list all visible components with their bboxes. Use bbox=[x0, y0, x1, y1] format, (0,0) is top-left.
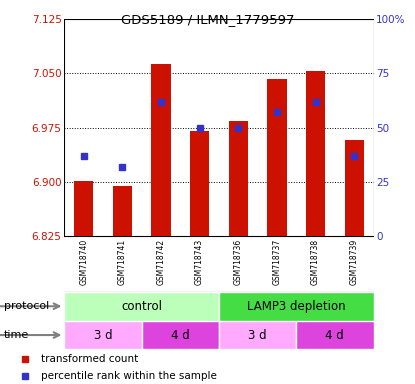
Bar bbox=[219, 321, 296, 349]
Bar bbox=[296, 321, 374, 349]
Bar bbox=[151, 64, 171, 236]
Bar bbox=[229, 121, 248, 236]
Text: GSM718742: GSM718742 bbox=[156, 238, 166, 285]
Text: GSM718738: GSM718738 bbox=[311, 238, 320, 285]
Text: GSM718739: GSM718739 bbox=[350, 238, 359, 285]
Text: time: time bbox=[4, 330, 29, 340]
Bar bbox=[219, 292, 374, 321]
Text: 3 d: 3 d bbox=[248, 329, 267, 341]
Bar bbox=[344, 140, 364, 236]
Bar bbox=[112, 185, 132, 236]
Text: GSM718737: GSM718737 bbox=[272, 238, 281, 285]
Text: GSM718741: GSM718741 bbox=[118, 238, 127, 285]
Bar bbox=[64, 292, 219, 321]
Text: control: control bbox=[121, 300, 162, 313]
Text: 3 d: 3 d bbox=[94, 329, 112, 341]
Text: 4 d: 4 d bbox=[325, 329, 344, 341]
Bar bbox=[190, 131, 209, 236]
Bar bbox=[74, 181, 93, 236]
Text: transformed count: transformed count bbox=[41, 354, 138, 364]
Bar bbox=[267, 79, 286, 236]
Bar bbox=[64, 321, 142, 349]
Bar bbox=[142, 321, 219, 349]
Text: GDS5189 / ILMN_1779597: GDS5189 / ILMN_1779597 bbox=[121, 13, 294, 26]
Text: GSM718743: GSM718743 bbox=[195, 238, 204, 285]
Text: LAMP3 depletion: LAMP3 depletion bbox=[247, 300, 346, 313]
Text: GSM718736: GSM718736 bbox=[234, 238, 243, 285]
Bar bbox=[306, 71, 325, 236]
Text: protocol: protocol bbox=[4, 301, 49, 311]
Text: 4 d: 4 d bbox=[171, 329, 190, 341]
Text: percentile rank within the sample: percentile rank within the sample bbox=[41, 371, 217, 381]
Text: GSM718740: GSM718740 bbox=[79, 238, 88, 285]
